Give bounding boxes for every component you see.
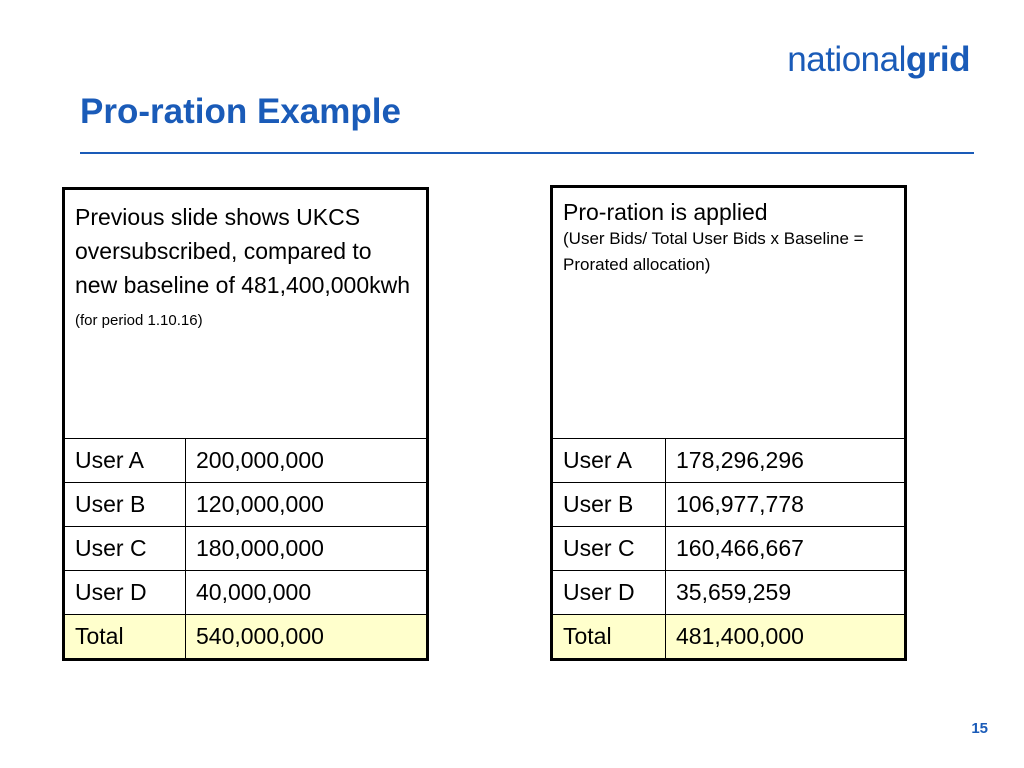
table-row: User C 160,466,667 [551, 526, 906, 571]
row-label: User A [551, 438, 666, 483]
left-intro-cell: Previous slide shows UKCS oversubscribed… [63, 188, 428, 439]
total-row: Total 540,000,000 [63, 614, 428, 660]
table-row: User A 200,000,000 [63, 438, 428, 483]
total-label: Total [63, 614, 186, 660]
row-label: User C [551, 526, 666, 571]
row-value: 106,977,778 [665, 482, 906, 527]
row-value: 160,466,667 [665, 526, 906, 571]
row-value: 180,000,000 [185, 526, 428, 571]
title-divider [80, 152, 974, 154]
table-row: User D 40,000,000 [63, 570, 428, 615]
slide-title: Pro-ration Example [80, 92, 401, 131]
row-label: User D [551, 570, 666, 615]
table-row: User B 106,977,778 [551, 482, 906, 527]
row-label: User B [551, 482, 666, 527]
page-number: 15 [971, 720, 988, 737]
left-period-note: (for period 1.10.16) [75, 312, 203, 329]
original-bids-table: Previous slide shows UKCS oversubscribed… [62, 187, 429, 661]
row-value: 40,000,000 [185, 570, 428, 615]
logo-light-text: national [787, 40, 906, 79]
row-value: 200,000,000 [185, 438, 428, 483]
row-label: User B [63, 482, 186, 527]
row-label: User D [63, 570, 186, 615]
table-row: User D 35,659,259 [551, 570, 906, 615]
table-row: User B 120,000,000 [63, 482, 428, 527]
row-label: User C [63, 526, 186, 571]
row-value: 178,296,296 [665, 438, 906, 483]
row-value: 120,000,000 [185, 482, 428, 527]
right-intro-cell: Pro-ration is applied (User Bids/ Total … [551, 186, 906, 439]
row-label: User A [63, 438, 186, 483]
prorated-allocation-table: Pro-ration is applied (User Bids/ Total … [550, 185, 907, 661]
total-row: Total 481,400,000 [551, 614, 906, 660]
table-row: User A 178,296,296 [551, 438, 906, 483]
total-label: Total [551, 614, 666, 660]
left-intro-text: Previous slide shows UKCS oversubscribed… [75, 204, 411, 298]
nationalgrid-logo: nationalgrid [787, 40, 970, 80]
right-formula-note: (User Bids/ Total User Bids x Baseline =… [563, 229, 864, 274]
right-intro-text: Pro-ration is applied [563, 199, 768, 225]
table-row: User C 180,000,000 [63, 526, 428, 571]
total-value: 540,000,000 [185, 614, 428, 660]
total-value: 481,400,000 [665, 614, 906, 660]
row-value: 35,659,259 [665, 570, 906, 615]
logo-bold-text: grid [905, 40, 971, 79]
